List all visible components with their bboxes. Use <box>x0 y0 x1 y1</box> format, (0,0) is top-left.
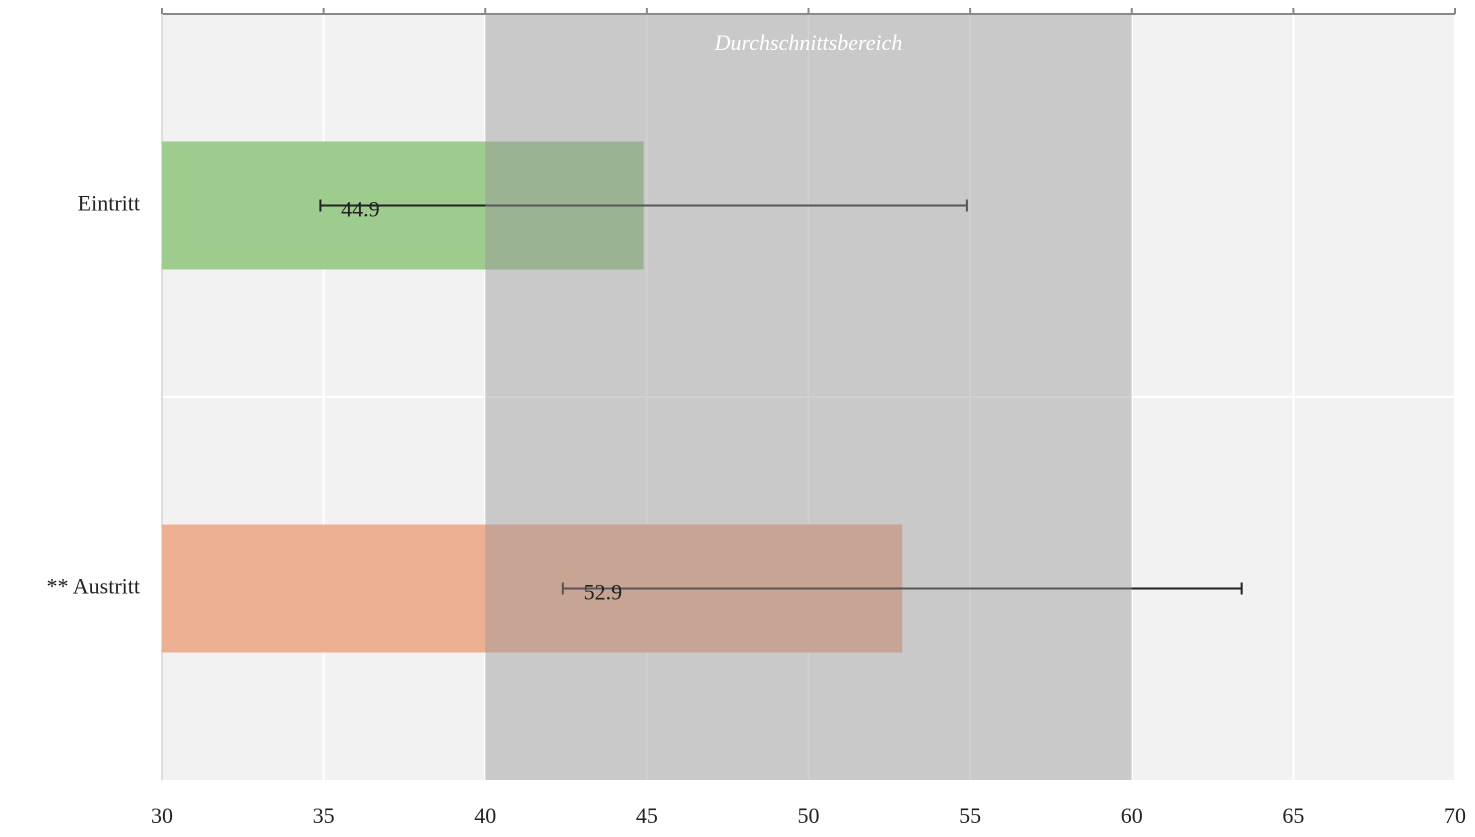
band-label: Durchschnittsbereich <box>714 30 903 55</box>
x-tick-label: 40 <box>474 803 496 828</box>
x-tick-label: 45 <box>636 803 658 828</box>
x-tick-label: 60 <box>1121 803 1143 828</box>
x-tick-label: 55 <box>959 803 981 828</box>
y-tick-label: Eintritt <box>78 191 140 216</box>
y-tick-label: ** Austritt <box>46 574 140 599</box>
x-tick-label: 65 <box>1282 803 1304 828</box>
x-tick-label: 70 <box>1444 803 1466 828</box>
x-tick-label: 50 <box>798 803 820 828</box>
data-label: 44.9 <box>341 197 380 222</box>
average-band <box>485 14 1132 780</box>
x-tick-label: 30 <box>151 803 173 828</box>
data-label: 52.9 <box>584 580 623 605</box>
x-tick-label: 35 <box>313 803 335 828</box>
